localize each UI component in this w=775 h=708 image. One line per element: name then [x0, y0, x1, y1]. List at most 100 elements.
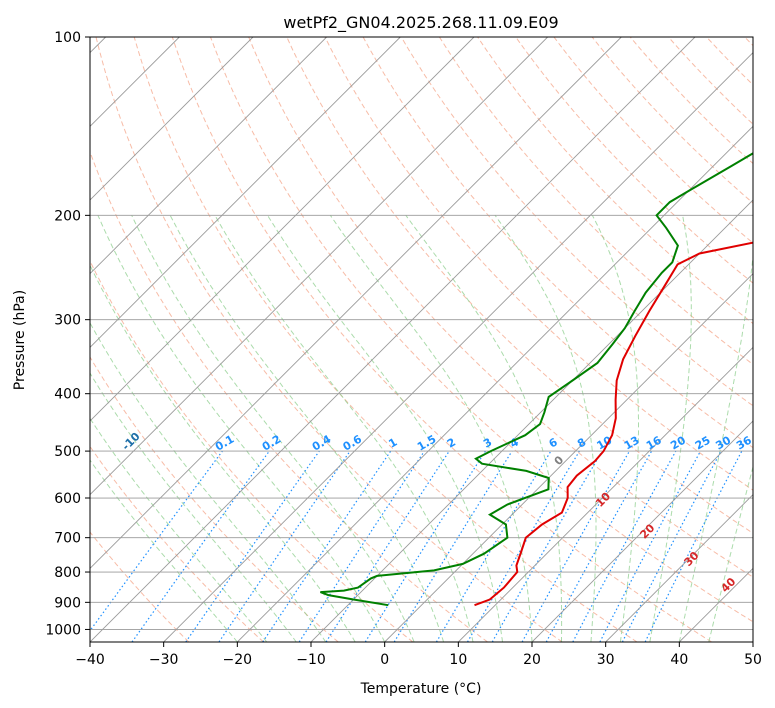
dewpoint-profile-line	[320, 152, 753, 607]
dry-adiabat-line	[90, 445, 264, 642]
mixing-ratio-label: 0.2	[260, 433, 283, 454]
y-tick-label: 300	[54, 313, 81, 329]
x-tick-label: 50	[744, 652, 762, 668]
x-tick-label: 0	[380, 652, 389, 668]
y-tick-label: 200	[54, 208, 81, 224]
mixing-ratio-label: 6	[547, 435, 560, 450]
dry-adiabat-label: -20	[42, 399, 65, 422]
dry-adiabat-line	[515, 37, 753, 284]
plot-frame	[89, 36, 754, 643]
y-tick-label: 800	[54, 565, 81, 581]
moist-adiabat-line	[708, 465, 753, 642]
moist-adiabat-line	[90, 372, 297, 642]
isotherm-line	[605, 494, 753, 642]
mixing-ratio-label: 36	[734, 433, 754, 452]
y-tick-label: 100	[54, 30, 81, 46]
moist-adiabat-line	[267, 215, 503, 642]
mixing-ratio-label: 1.5	[415, 433, 438, 454]
mixing-ratio-label: 0.4	[310, 432, 334, 453]
y-tick-label: 700	[54, 531, 81, 547]
y-tick-label: 400	[54, 387, 81, 403]
moist-adiabat-label: 20	[637, 521, 657, 541]
moist-adiabat-line	[649, 215, 692, 642]
dry-adiabat-line	[553, 37, 753, 244]
mixing-ratio-label: 20	[668, 433, 688, 452]
moist-adiabat-line	[214, 215, 474, 642]
mixing-ratio-line	[572, 450, 677, 642]
moist-adiabat-line	[169, 215, 445, 642]
x-tick-label: 20	[523, 652, 541, 668]
isotherm-line	[752, 641, 753, 642]
y-tick-label: 600	[54, 491, 81, 507]
isotherm-line	[163, 52, 753, 642]
isotherm-line	[310, 199, 753, 642]
mixing-ratio-line	[325, 450, 450, 642]
dry-adiabat-line	[324, 37, 753, 491]
x-tick-label: −20	[223, 652, 253, 668]
x-tick-label: 10	[449, 652, 467, 668]
x-axis-title: Temperature (°C)	[360, 681, 482, 697]
mixing-ratio-label: 1	[386, 436, 399, 451]
dry-adiabat-line	[744, 37, 753, 47]
dry-adiabat-line	[591, 37, 753, 204]
dry-adiabat-line	[400, 37, 753, 407]
dry-adiabat-line	[90, 259, 414, 642]
dry-adiabat-line	[362, 37, 753, 449]
x-tick-label: −10	[296, 652, 326, 668]
dry-adiabat-line	[706, 37, 753, 86]
axes: −40 −30 −20 −10 0 10 20 30 40 5010020030040050060…	[45, 30, 762, 668]
mixing-ratio-line	[262, 450, 392, 642]
mixing-ratio-label: 2	[445, 436, 458, 451]
mixing-ratio-label: 30	[713, 433, 733, 452]
dry-adiabat-line	[90, 356, 339, 642]
y-tick-label: 900	[54, 595, 81, 611]
mixing-ratio-line	[90, 450, 223, 632]
moist-adiabat-label: 0	[552, 453, 567, 468]
y-tick-label: 500	[54, 444, 81, 460]
mixing-ratio-line	[521, 450, 631, 642]
mixing-ratio-line	[298, 450, 425, 642]
dry-adiabat-line	[438, 37, 753, 366]
x-tick-label: −40	[75, 652, 105, 668]
isotherm-line	[90, 37, 327, 275]
isotherm-line	[90, 37, 401, 348]
plot-area: -100-90-80-70-60-50-40-30-20-10010203040…	[42, 37, 754, 642]
x-tick-label: −30	[149, 652, 179, 668]
moist-adiabat-line	[131, 215, 415, 642]
moist-adiabat-line	[90, 459, 238, 642]
moist-adiabat-label: 40	[718, 575, 738, 595]
moist-adiabat-line	[405, 215, 563, 642]
mixing-ratio-line	[545, 450, 653, 642]
moist-adiabat-line	[494, 215, 597, 642]
moist-adiabat-label: 10	[593, 490, 613, 510]
dry-adiabat-line	[248, 37, 753, 578]
isotherm-line	[531, 420, 753, 642]
moist-adiabat-line	[90, 417, 268, 642]
dry-adiabat-line	[95, 37, 563, 642]
isotherm-line	[90, 37, 254, 201]
temperature-profile-line	[474, 241, 753, 607]
isotherm-line	[90, 37, 622, 569]
mixing-ratio-line	[393, 450, 513, 642]
dry-adiabat-line	[210, 37, 753, 623]
y-axis-title: Pressure (hPa)	[12, 290, 28, 390]
isotherm-line	[90, 37, 475, 422]
isotherm-line	[237, 125, 753, 642]
isotherm-line	[90, 37, 696, 642]
dry-adiabat-line	[90, 531, 190, 642]
isotherm-line	[458, 346, 753, 642]
isotherm-line	[384, 273, 753, 642]
mixing-ratio-line	[644, 450, 743, 642]
y-tick-label: 1000	[45, 622, 81, 638]
mixing-ratio-line	[185, 450, 320, 642]
dry-adiabat-line	[133, 37, 638, 642]
dry-adiabat-line	[668, 37, 753, 125]
x-tick-label: 30	[597, 652, 615, 668]
mixing-ratio-label: 0.6	[341, 432, 365, 453]
dry-adiabat-line	[90, 150, 488, 642]
mixing-ratio-line	[131, 450, 270, 642]
mixing-ratio-label: 0.1	[213, 433, 236, 454]
dry-adiabat-label: -10	[119, 430, 142, 453]
isotherm-line	[90, 37, 548, 496]
